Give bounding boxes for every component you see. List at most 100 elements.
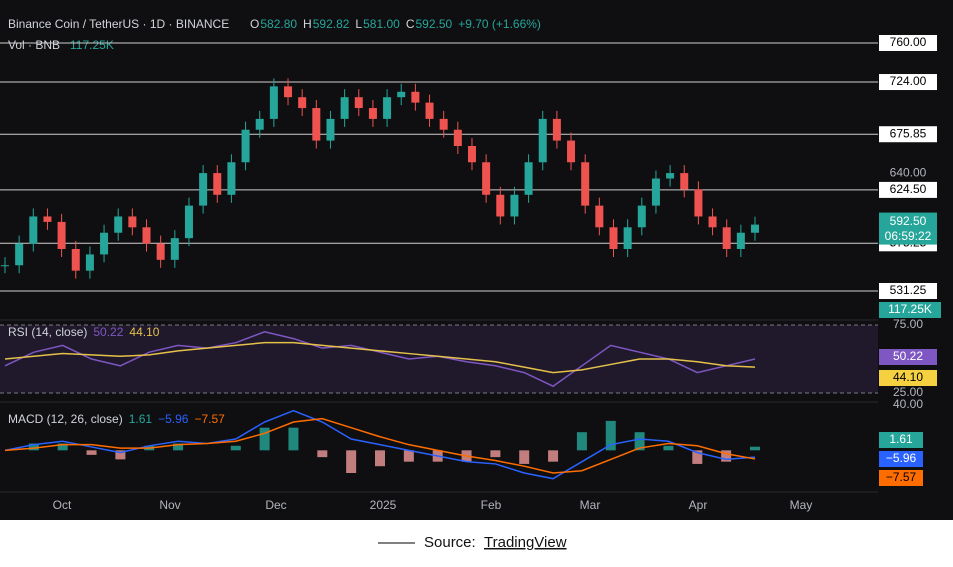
candle: [43, 216, 52, 222]
last-price-bg: [879, 212, 937, 245]
level-label: 624.50: [890, 182, 927, 196]
level-label-bg: [879, 283, 937, 299]
candle: [609, 227, 618, 249]
time-label: Dec: [265, 498, 286, 512]
macd-hist: [519, 450, 530, 464]
candle: [312, 108, 321, 141]
candle: [397, 91, 406, 98]
macd-tag: −5.96: [886, 451, 917, 465]
candle: [708, 216, 717, 228]
candle: [15, 243, 24, 266]
candle: [269, 86, 278, 119]
footer-link[interactable]: TradingView: [484, 534, 567, 551]
macd-hist: [634, 432, 645, 451]
price-tick: 640.00: [890, 165, 927, 179]
ohlc-change: +9.70 (+1.66%): [458, 17, 541, 31]
candle: [128, 216, 137, 228]
level-label-bg: [879, 35, 937, 51]
candle: [524, 162, 533, 195]
level-label-bg: [879, 181, 937, 198]
candle: [213, 173, 222, 195]
candle: [538, 118, 547, 163]
rsi-ma-tag: 44.10: [893, 370, 923, 384]
candle: [453, 129, 462, 146]
macd-hist: [173, 443, 184, 451]
macd-tag: 1.61: [889, 432, 913, 446]
candle: [722, 227, 731, 249]
candle: [510, 194, 519, 217]
candle: [284, 86, 293, 98]
candle: [1, 265, 9, 267]
rsi-legend: 50.22: [93, 325, 123, 339]
candle: [326, 118, 335, 141]
macd-tag-bg: [879, 470, 923, 486]
macd-hist: [403, 450, 414, 462]
macd-tag-bg: [879, 432, 923, 448]
ohlc-open: 582.80: [260, 17, 297, 31]
rsi-bound-label: 25.00: [893, 385, 923, 399]
rsi-line: [4, 331, 756, 388]
macd-hist: [28, 443, 39, 451]
macd-hist: [750, 446, 760, 451]
rsi-legend: 44.10: [129, 325, 159, 339]
candle: [298, 97, 307, 109]
rsi-band: [0, 325, 878, 393]
level-label-bg: [879, 126, 937, 143]
macd-hist: [490, 450, 501, 458]
symbol: Binance Coin / TetherUS · 1D · BINANCE: [8, 17, 229, 31]
candle: [156, 243, 165, 260]
candle: [552, 118, 561, 141]
candle: [57, 221, 66, 249]
ohlc-low_label: L: [355, 17, 362, 31]
macd-hist: [259, 427, 270, 451]
macd-hist: [721, 450, 732, 462]
macd-hist: [576, 432, 587, 451]
volume-tag-bg: [879, 302, 941, 318]
candle: [680, 173, 689, 190]
time-label: May: [790, 498, 813, 512]
time-label: Feb: [481, 498, 502, 512]
macd-hist: [692, 450, 703, 464]
level-label: 724.00: [890, 74, 927, 88]
ohlc-close_label: C: [406, 17, 415, 31]
level-label: 675.85: [890, 126, 927, 140]
macd-legend: −5.96: [158, 412, 189, 426]
macd-hist: [317, 450, 328, 458]
candle: [85, 254, 94, 271]
macd-hist: [605, 420, 616, 451]
candle: [29, 216, 38, 244]
candle: [411, 91, 420, 103]
rsi-tag-bg: [879, 349, 937, 365]
candle: [637, 205, 646, 228]
volume-tag: 117.25K: [888, 302, 932, 316]
candle: [751, 224, 759, 233]
time-label: 2025: [370, 498, 397, 512]
volume-label: Vol · BNB: [8, 38, 60, 52]
ohlc-high: 592.82: [313, 17, 350, 31]
time-label: Apr: [689, 498, 708, 512]
chart-bg: [0, 0, 953, 520]
candle: [595, 205, 604, 228]
candle: [439, 118, 448, 130]
candle: [368, 108, 377, 119]
macd-tag: −7.57: [886, 470, 917, 484]
macd-top: 40.00: [893, 397, 923, 411]
macd-line: [4, 409, 756, 480]
candle: [255, 118, 264, 130]
rsi-ma-line: [4, 341, 756, 374]
volume-value: 117.25K: [70, 38, 114, 52]
candle: [467, 145, 476, 163]
rsi-legend: RSI (14, close): [8, 325, 87, 339]
candle: [184, 205, 193, 239]
candle: [666, 173, 675, 179]
macd-hist: [548, 450, 559, 462]
time-label: Nov: [159, 498, 180, 512]
last-price: 592.50: [890, 214, 927, 228]
candle: [170, 238, 179, 260]
candle: [482, 162, 491, 195]
macd-hist: [346, 450, 357, 473]
level-label-bg: [879, 74, 937, 91]
ohlc-close: 592.50: [415, 17, 452, 31]
